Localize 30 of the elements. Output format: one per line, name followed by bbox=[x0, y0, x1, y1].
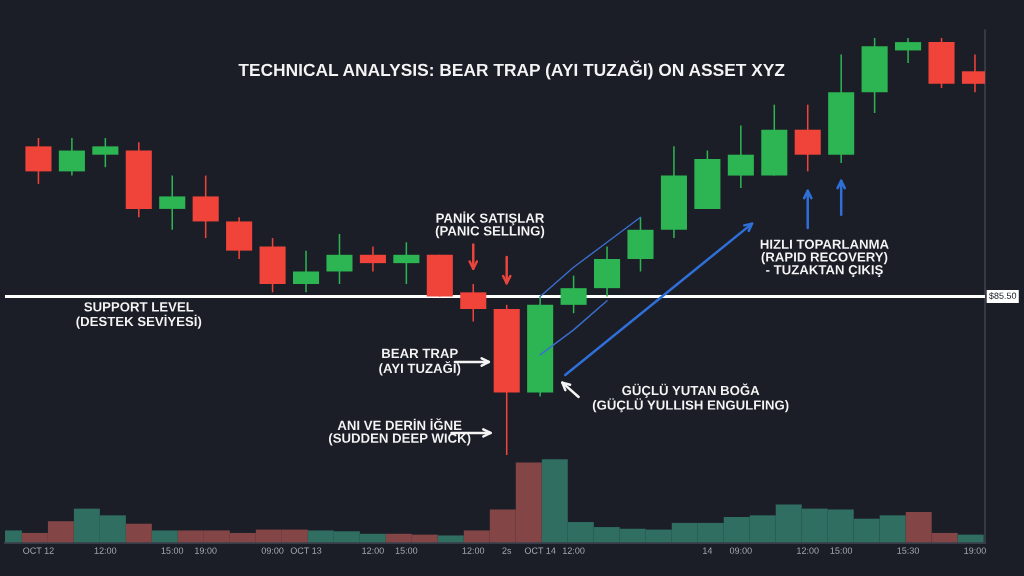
x-tick-label: 19:00 bbox=[964, 547, 986, 554]
x-tick-label: 15:00 bbox=[395, 547, 418, 554]
text: $85.50 bbox=[989, 292, 1017, 300]
x-tick-label: 12:00 bbox=[797, 547, 819, 554]
x-tick-label: 09:00 bbox=[261, 547, 284, 554]
x-tick-label: OCT 14 bbox=[524, 547, 556, 554]
x-tick-label: OCT 12 bbox=[23, 547, 54, 554]
bar bbox=[125, 523, 152, 543]
candlestick bbox=[895, 37, 922, 64]
bar bbox=[437, 535, 464, 543]
annotation: ANI VE DERİN İĞNE (SUDDEN DEEP WICK) bbox=[328, 418, 471, 446]
bar bbox=[151, 530, 178, 543]
x-tick-label: 12:00 bbox=[562, 547, 585, 554]
x-tick-label: 15:00 bbox=[830, 547, 853, 554]
annotation: PANİK SATIŞLAR (PANIC SELLING) bbox=[435, 211, 545, 239]
x-tick-label: 14 bbox=[703, 547, 713, 554]
annotation: BEAR TRAP (AYI TUZAĞI) bbox=[379, 348, 461, 376]
x-tick-label: 09:00 bbox=[729, 547, 752, 554]
annotation: HIZLI TOPARLANMA (RAPID RECOVERY) - TUZAKTAN ÇIKIŞ bbox=[760, 239, 889, 278]
x-tick-label: 15:30 bbox=[897, 547, 920, 554]
x-tick-label: 12:00 bbox=[362, 547, 384, 554]
text: TECHNICAL ANALYSIS: BEAR TRAP (AYI TUZAĞI) ON ASSET XYZ bbox=[238, 60, 785, 80]
x-tick-label: 19:00 bbox=[195, 547, 217, 554]
annotation: GÜÇLÜ YUTAN BOĞA (GÜÇLÜ YULLISH ENGULFING) bbox=[592, 383, 789, 413]
x-tick-label: 12:00 bbox=[462, 547, 485, 554]
x-tick-label: OCT 13 bbox=[290, 547, 322, 554]
ref-line-label: SUPPORT LEVEL (DESTEK SEVİYESİ) bbox=[76, 302, 202, 329]
x-tick-label: 15:00 bbox=[161, 547, 184, 554]
x-tick-label: 12:00 bbox=[94, 547, 117, 554]
x-tick-label: 2s bbox=[502, 547, 512, 554]
